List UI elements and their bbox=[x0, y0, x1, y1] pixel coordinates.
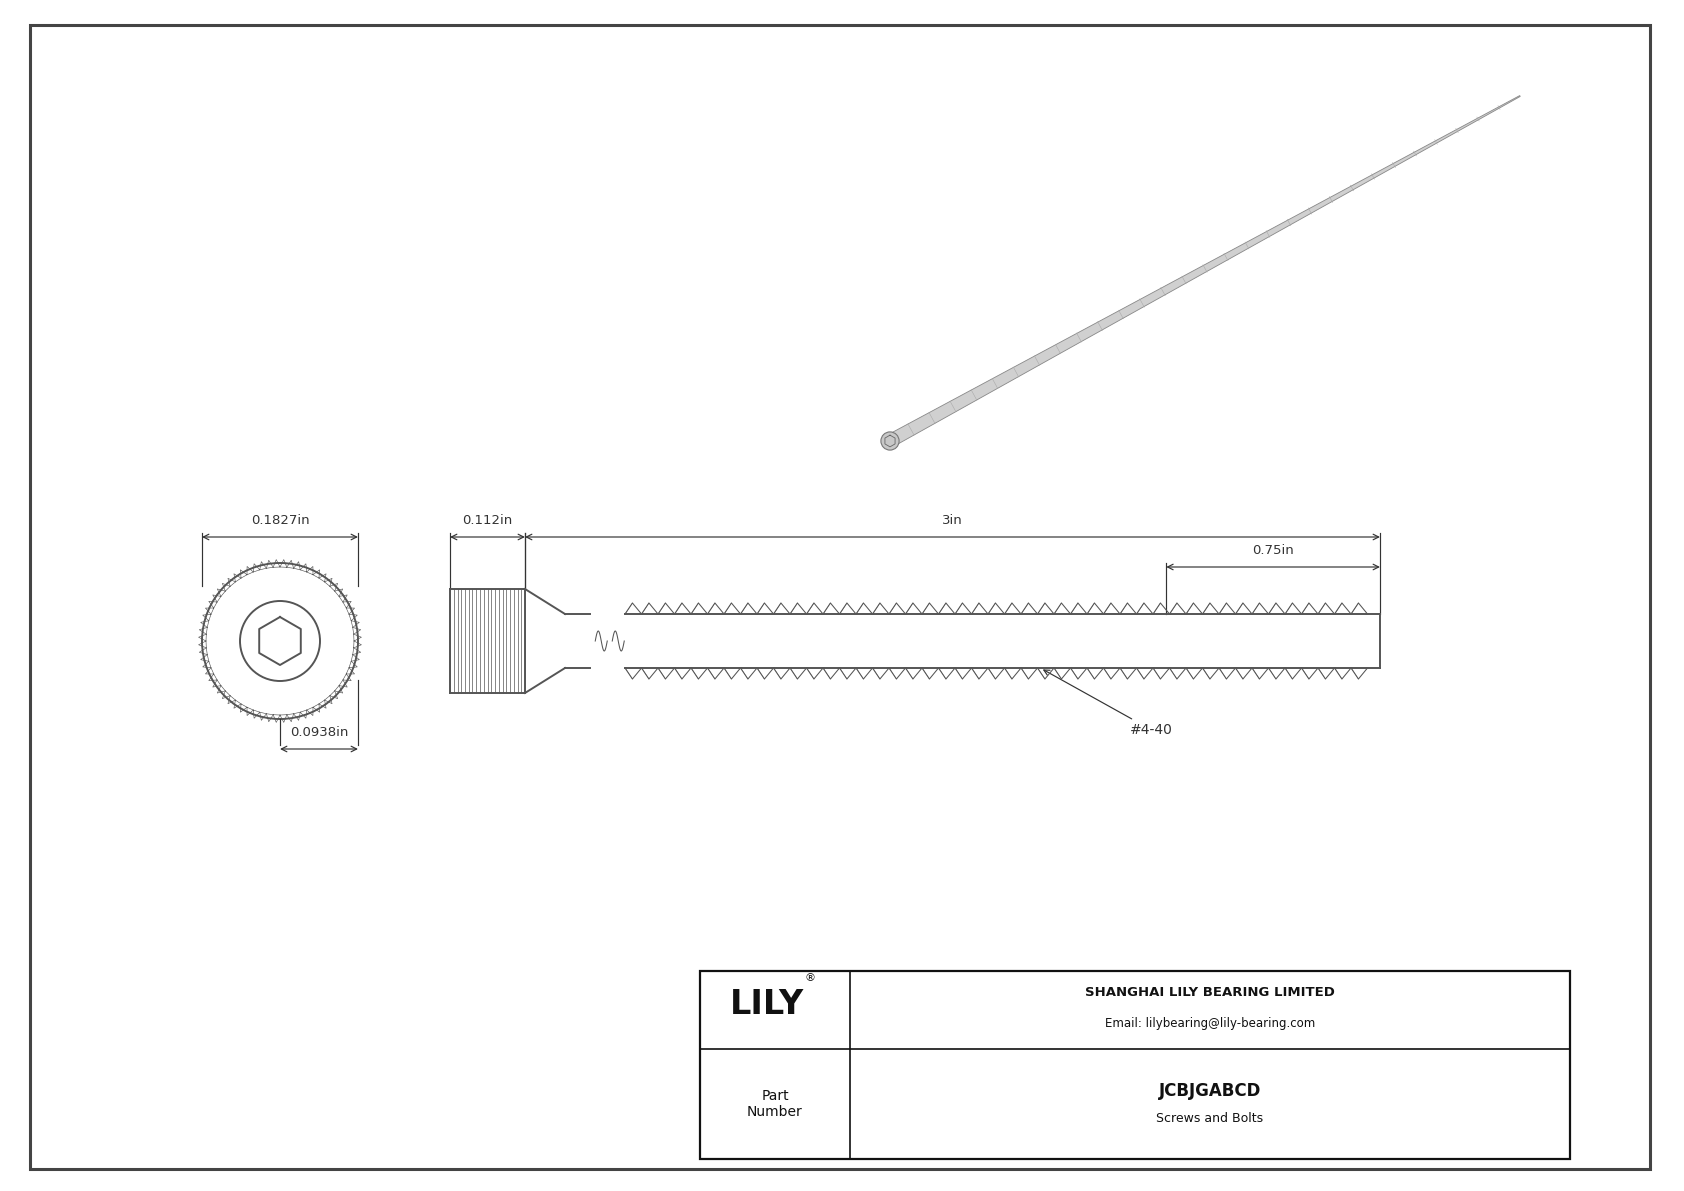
Text: JCBJGABCD: JCBJGABCD bbox=[1159, 1081, 1261, 1100]
Text: Screws and Bolts: Screws and Bolts bbox=[1157, 1111, 1263, 1124]
Text: LILY: LILY bbox=[729, 989, 805, 1022]
Bar bbox=[625, 615, 1379, 668]
Circle shape bbox=[202, 563, 359, 719]
Text: ®: ® bbox=[805, 973, 815, 983]
Text: Part
Number: Part Number bbox=[748, 1089, 803, 1120]
Circle shape bbox=[241, 601, 320, 681]
Bar bbox=[701, 971, 1569, 1159]
Text: 3in: 3in bbox=[941, 515, 963, 526]
Text: SHANGHAI LILY BEARING LIMITED: SHANGHAI LILY BEARING LIMITED bbox=[1084, 986, 1335, 999]
Text: 0.1827in: 0.1827in bbox=[251, 515, 310, 526]
Bar bbox=[450, 590, 525, 693]
Text: 0.75in: 0.75in bbox=[1253, 544, 1293, 557]
Text: 0.112in: 0.112in bbox=[463, 515, 512, 526]
Polygon shape bbox=[525, 590, 566, 693]
Text: Email: lilybearing@lily-bearing.com: Email: lilybearing@lily-bearing.com bbox=[1105, 1016, 1315, 1029]
Text: 0.0938in: 0.0938in bbox=[290, 727, 349, 738]
Text: #4-40: #4-40 bbox=[1044, 671, 1174, 737]
Circle shape bbox=[881, 432, 899, 450]
Polygon shape bbox=[887, 95, 1521, 447]
